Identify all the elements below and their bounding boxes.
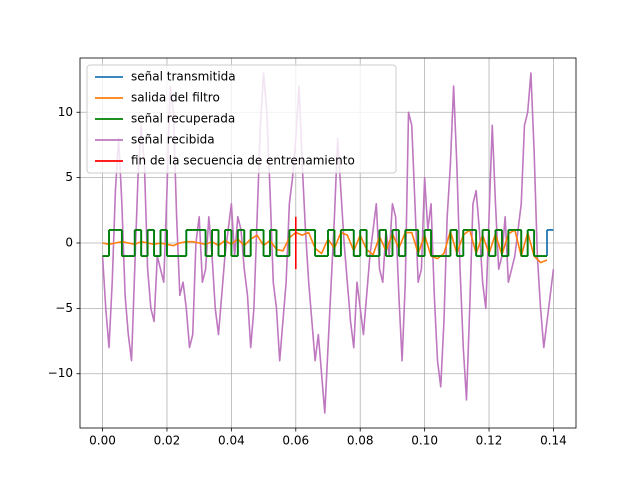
legend-label: salida del filtro [131, 91, 220, 105]
x-tick-label: 0.00 [89, 434, 116, 448]
y-tick-label: −10 [48, 366, 73, 380]
x-tick-label: 0.08 [347, 434, 374, 448]
x-tick-label: 0.14 [540, 434, 567, 448]
line-series [102, 229, 548, 264]
y-tick-label: −5 [55, 301, 73, 315]
x-tick-label: 0.04 [218, 434, 245, 448]
x-tick-label: 0.06 [282, 434, 309, 448]
x-tick-label: 0.02 [154, 434, 181, 448]
legend: señal transmitida salida del filtro señal … [86, 64, 397, 174]
y-tick-label: 0 [65, 236, 73, 250]
ticks: 0.00 0.02 0.04 0.06 0.08 0.10 0.12 0.14 −10 −5 0 5 1… [48, 105, 567, 448]
legend-box [86, 64, 397, 174]
x-tick-label: 0.12 [476, 434, 503, 448]
y-tick-label: 5 [65, 170, 73, 184]
legend-label: señal transmitida [131, 70, 236, 84]
legend-label: fin de la secuencia de entrenamiento [131, 154, 355, 168]
x-tick-label: 0.10 [411, 434, 438, 448]
plot-area [101, 72, 555, 414]
legend-label: señal recuperada [131, 112, 235, 126]
line-series [101, 72, 555, 414]
y-tick-label: 10 [58, 105, 73, 119]
legend-label: señal recibida [131, 133, 215, 147]
